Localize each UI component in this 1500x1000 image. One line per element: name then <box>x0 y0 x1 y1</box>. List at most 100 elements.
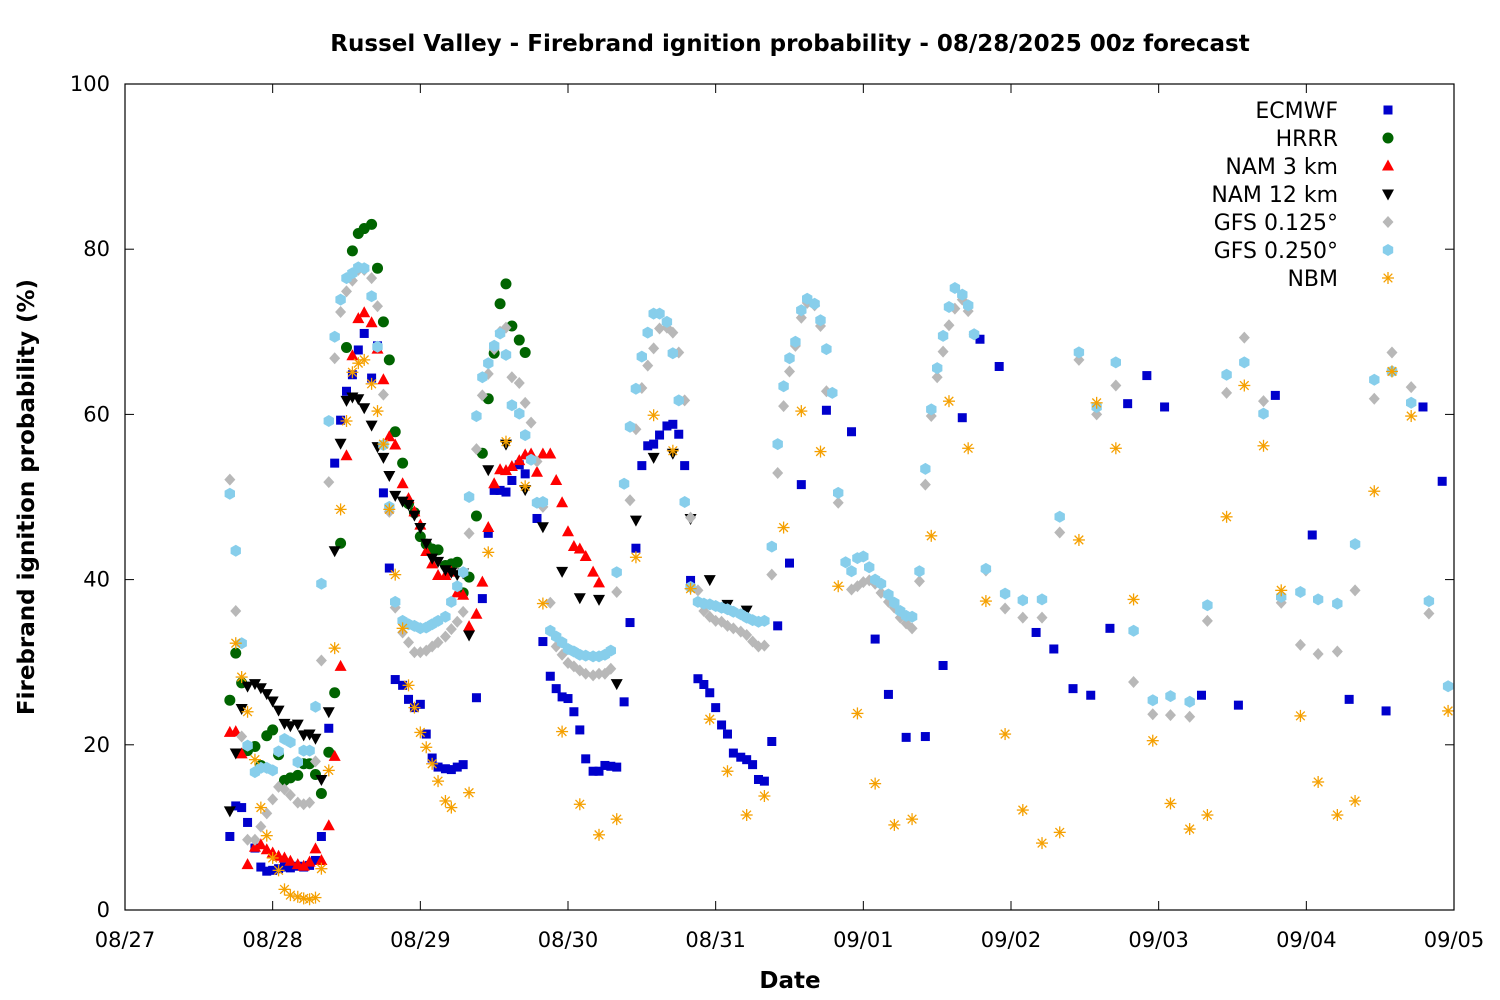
data-point <box>1036 837 1049 850</box>
data-point <box>458 760 468 770</box>
data-point <box>883 689 893 699</box>
x-tick-label: 08/31 <box>685 928 746 952</box>
data-point <box>647 409 660 422</box>
data-point <box>335 537 347 549</box>
data-point <box>610 679 623 691</box>
series-3 <box>223 392 753 818</box>
data-point <box>1110 356 1121 369</box>
data-point <box>452 580 463 593</box>
data-point <box>883 588 894 601</box>
data-point <box>618 477 630 490</box>
data-point <box>267 724 279 736</box>
y-tick-label: 20 <box>83 733 110 757</box>
data-point <box>1418 402 1428 412</box>
data-point <box>316 577 327 590</box>
data-point <box>372 300 384 313</box>
data-point <box>463 527 475 540</box>
data-point <box>629 515 642 527</box>
data-point <box>629 551 642 564</box>
data-point <box>404 694 414 704</box>
data-point <box>225 831 235 841</box>
data-point <box>624 420 636 433</box>
data-point <box>1053 826 1066 839</box>
legend-marker <box>1382 244 1394 256</box>
data-point <box>278 783 290 796</box>
data-point <box>888 818 901 831</box>
data-point <box>291 890 304 903</box>
data-point <box>593 828 606 841</box>
data-point <box>384 563 394 573</box>
data-point <box>778 400 790 413</box>
data-point <box>440 610 451 623</box>
data-point <box>1073 346 1085 359</box>
data-point <box>587 565 600 577</box>
data-point <box>551 684 561 694</box>
data-point <box>383 503 396 516</box>
data-point <box>256 862 266 872</box>
legend-label: NAM 12 km <box>1211 183 1338 208</box>
data-point <box>1017 611 1029 624</box>
data-point <box>495 485 505 495</box>
data-point <box>795 311 807 324</box>
data-point <box>297 859 310 871</box>
data-point <box>315 654 327 667</box>
data-point <box>340 395 353 407</box>
data-point <box>249 833 261 846</box>
data-point <box>446 765 456 775</box>
x-tick-label: 09/01 <box>833 928 894 952</box>
data-point <box>329 687 341 699</box>
legend-label: GFS 0.125° <box>1214 211 1338 236</box>
data-point <box>309 842 322 854</box>
data-point <box>684 582 697 595</box>
data-point <box>795 405 808 418</box>
data-point <box>506 371 518 384</box>
x-tick-label: 08/28 <box>242 928 303 952</box>
data-point <box>600 760 610 770</box>
data-point <box>1142 371 1152 381</box>
data-point <box>545 671 555 681</box>
data-point <box>1238 331 1250 344</box>
data-point <box>420 538 433 550</box>
data-point <box>1202 599 1213 612</box>
data-point <box>943 319 955 332</box>
data-point <box>562 525 574 537</box>
data-point <box>536 522 549 534</box>
data-point <box>648 342 660 355</box>
data-point <box>1312 775 1325 788</box>
data-point <box>482 465 495 477</box>
data-point <box>1072 533 1085 546</box>
data-point <box>230 544 241 557</box>
data-point <box>1184 710 1196 723</box>
data-point <box>1331 809 1344 822</box>
data-point <box>1105 623 1115 633</box>
data-point <box>1160 402 1170 412</box>
data-point <box>415 699 425 709</box>
data-point <box>499 435 512 448</box>
data-point <box>580 667 592 680</box>
data-point <box>1332 597 1343 610</box>
data-point <box>359 328 369 338</box>
data-point <box>366 218 378 230</box>
data-point <box>1109 442 1122 455</box>
data-point <box>581 754 591 764</box>
data-point <box>260 829 273 842</box>
data-point <box>341 341 352 353</box>
data-point <box>1295 586 1306 598</box>
data-point <box>728 748 738 758</box>
data-point <box>457 588 470 600</box>
data-point <box>377 388 389 401</box>
data-point <box>329 330 340 343</box>
data-point <box>932 362 943 375</box>
y-tick-label: 100 <box>70 72 110 96</box>
data-point <box>926 403 937 416</box>
data-point <box>297 892 310 905</box>
data-point <box>1405 381 1417 394</box>
data-point <box>292 756 303 769</box>
data-point <box>875 577 887 590</box>
data-point <box>1349 538 1361 551</box>
data-point <box>224 473 236 486</box>
data-point <box>938 661 948 671</box>
data-point <box>766 540 777 553</box>
data-point <box>530 465 543 477</box>
data-point <box>858 550 869 563</box>
